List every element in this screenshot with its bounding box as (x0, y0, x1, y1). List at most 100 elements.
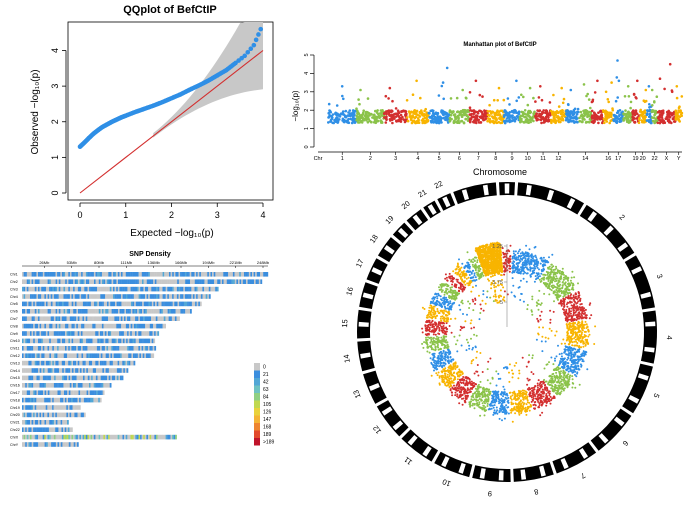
density-cell (119, 338, 122, 344)
density-cell (148, 294, 150, 299)
density-cell (44, 331, 47, 336)
manhattan-point (496, 99, 499, 102)
chromosome-block (401, 429, 439, 462)
density-cell (73, 279, 75, 284)
manhattan-point (506, 97, 510, 100)
circular-point (590, 314, 593, 317)
density-cell (137, 279, 139, 284)
density-cell (69, 434, 72, 440)
density-cell (53, 383, 56, 388)
circular-point (512, 250, 515, 253)
density-cell (113, 279, 115, 284)
circular-point (570, 315, 573, 318)
density-cell (108, 346, 110, 351)
chromosome-band (640, 291, 652, 299)
density-cell (145, 309, 147, 314)
density-cell (118, 301, 120, 307)
density-cell (22, 316, 24, 321)
density-position-axis: 26Mb 53Mb 80Mb 111Mb 136Mb 166Mb 194Mb 221Mb 248… (22, 260, 270, 268)
density-cell (66, 279, 69, 284)
density-cell (41, 331, 43, 336)
density-cell (92, 323, 95, 329)
density-cell (36, 405, 38, 410)
density-cell (142, 353, 145, 358)
density-cell (109, 272, 112, 277)
circular-point (530, 256, 533, 259)
density-cell (191, 272, 194, 277)
density-cell (93, 316, 96, 321)
density-cell (28, 412, 31, 418)
density-cell (103, 434, 106, 440)
density-cell (66, 412, 69, 418)
density-cell (87, 338, 90, 344)
chromosome-block (624, 255, 655, 310)
manhattan-point (671, 111, 675, 115)
density-cell (127, 338, 130, 344)
density-cell (55, 412, 58, 418)
circular-point (567, 283, 570, 286)
density-cell (30, 294, 32, 299)
manhattan-point (433, 115, 437, 119)
density-cell (140, 338, 143, 344)
density-cell (31, 412, 34, 418)
density-cell (25, 309, 27, 314)
manhattan-point (376, 119, 380, 123)
density-cell (120, 331, 123, 336)
manhattan-point (495, 117, 498, 120)
density-cell (127, 301, 130, 307)
density-cell (75, 353, 77, 358)
density-cell (25, 279, 27, 284)
manhattan-point (626, 85, 630, 88)
density-cell (49, 397, 51, 403)
chromosome-band (479, 468, 486, 479)
density-cell (137, 286, 139, 292)
manhattan-point (650, 110, 654, 113)
density-cell (82, 412, 85, 418)
density-cell (30, 375, 32, 381)
density-cell (79, 383, 82, 388)
circular-point (513, 254, 516, 257)
density-cell (50, 420, 53, 425)
manhattan-point (579, 110, 583, 114)
density-cell (73, 316, 75, 321)
density-cell (87, 301, 90, 307)
density-cell (31, 294, 34, 299)
density-cell (60, 338, 63, 344)
circular-point (561, 286, 564, 289)
density-cell (120, 360, 123, 366)
density-cell (112, 316, 115, 321)
density-cell (34, 383, 37, 388)
manhattan-point (425, 117, 428, 120)
density-cell (50, 427, 53, 432)
density-cell (39, 375, 42, 381)
density-cell (106, 383, 109, 388)
manhattan-point (482, 118, 486, 122)
density-cell (97, 279, 99, 284)
density-cell (66, 286, 69, 292)
density-cell (113, 272, 115, 277)
snp-density-plot: SNP Density 26Mb 53Mb 80Mb 111Mb 136Mb 166Mb 1… (10, 251, 274, 447)
density-cell (62, 279, 64, 284)
density-cell (130, 346, 133, 351)
manhattan-point (459, 112, 462, 116)
manhattan-point (358, 102, 361, 106)
density-cell (150, 279, 152, 284)
density-cell (73, 360, 75, 366)
density-cell (55, 286, 58, 292)
density-cell (63, 301, 66, 307)
chromosome-band (412, 214, 423, 226)
density-cell (33, 397, 35, 403)
density-cell (47, 390, 50, 395)
density-cell (66, 323, 69, 329)
density-cell (167, 286, 170, 292)
density-cell (208, 272, 211, 277)
circular-point (550, 263, 553, 266)
circular-point (548, 283, 551, 286)
circular-point (533, 263, 536, 266)
density-cell (37, 405, 40, 410)
density-cell (96, 316, 99, 321)
density-cell (26, 294, 29, 299)
density-cell (155, 301, 157, 307)
density-cell (49, 360, 51, 366)
manhattan-point (554, 111, 558, 114)
